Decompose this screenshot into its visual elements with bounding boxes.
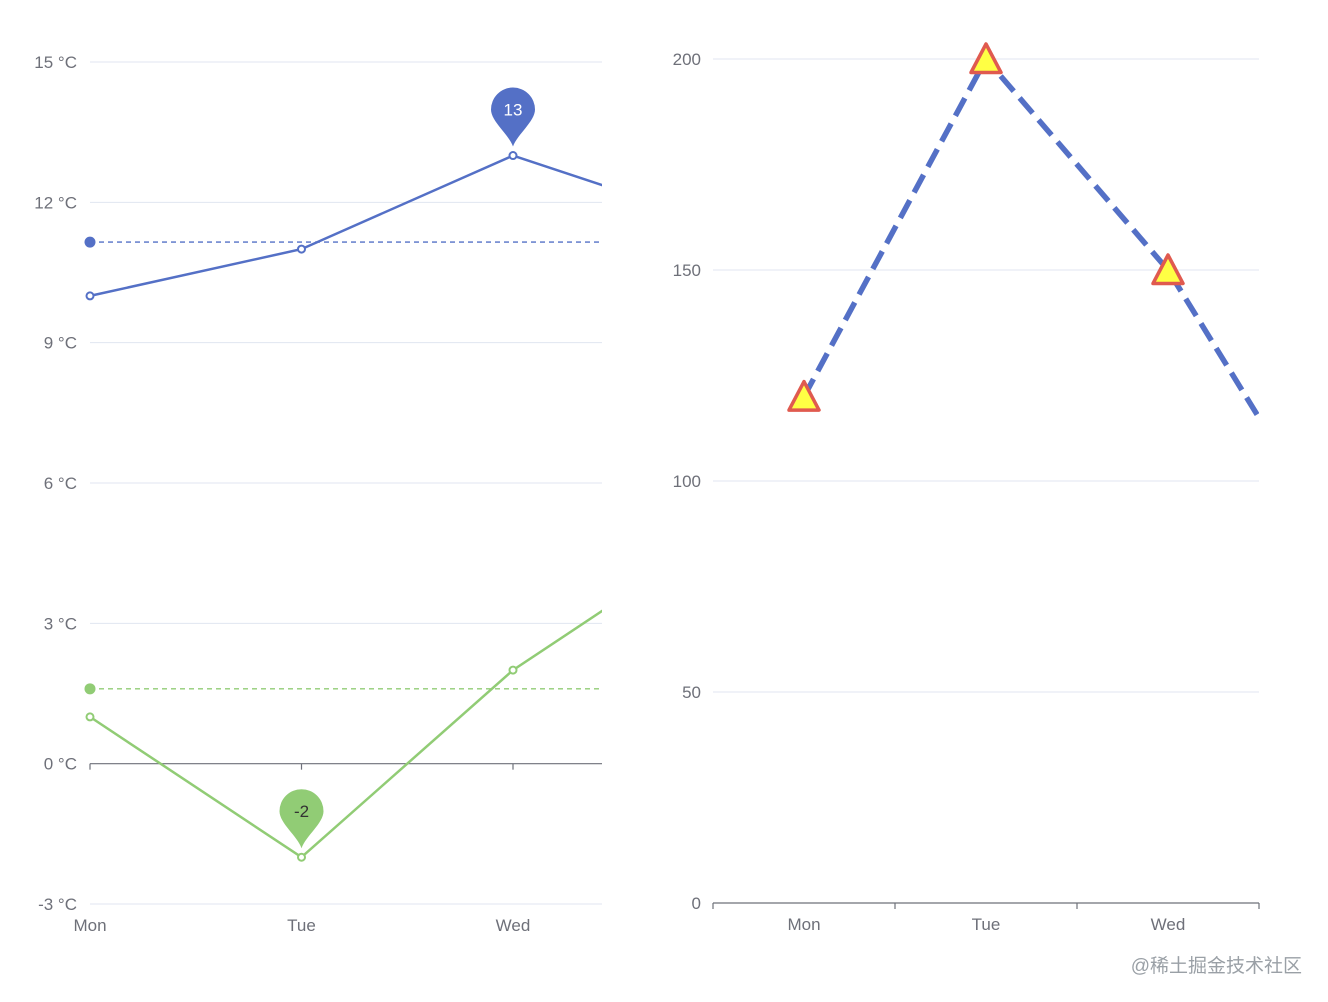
data-point (508, 151, 518, 161)
average-line-start-dot (84, 683, 96, 695)
data-point (85, 291, 95, 301)
series-2 (84, 609, 602, 862)
data-point (85, 712, 95, 722)
right-value-chart: 0 50 100 150 200 Mon Tue Wed (673, 42, 1260, 934)
y-tick-label: 100 (673, 472, 701, 491)
y-tick-label: 0 °C (44, 755, 77, 774)
series-1 (84, 151, 602, 301)
mark-point-label: 13 (504, 101, 523, 120)
y-tick-label: 200 (673, 50, 701, 69)
mark-point-pin (279, 789, 324, 849)
mark-point-label: -2 (294, 802, 309, 821)
x-tick-label: Mon (787, 915, 820, 934)
series-line (801, 54, 1259, 423)
mark-point-pin (491, 87, 535, 147)
triangle-marker (969, 42, 1003, 75)
series-line (89, 609, 602, 859)
x-tick-label: Tue (287, 916, 316, 935)
data-point (297, 244, 306, 254)
triangle-marker (787, 379, 821, 412)
y-tick-label: 50 (682, 683, 701, 702)
data-point (508, 665, 518, 675)
y-tick-label: 0 (692, 894, 701, 913)
data-point (297, 852, 306, 862)
y-tick-label: -3 °C (38, 895, 77, 914)
triangle-marker (1151, 253, 1185, 286)
x-tick-label: Wed (496, 916, 531, 935)
y-tick-label: 15 °C (34, 53, 77, 72)
average-line-start-dot (84, 236, 96, 248)
y-tick-label: 6 °C (44, 474, 77, 493)
series-1 (801, 54, 1259, 423)
x-tick-label: Mon (73, 916, 106, 935)
y-tick-label: 150 (673, 261, 701, 280)
watermark: @稀土掘金技术社区 (1130, 956, 1302, 977)
x-tick-label: Wed (1151, 915, 1186, 934)
y-tick-label: 12 °C (34, 193, 77, 212)
x-tick-label: Tue (972, 915, 1001, 934)
y-tick-label: 3 °C (44, 614, 77, 633)
left-temperature-chart: -3 °C 0 °C 3 °C 6 °C 9 °C 12 °C 15 °C Mon Tue Wed… (34, 53, 602, 935)
series-line (89, 154, 602, 298)
y-tick-label: 9 °C (44, 334, 77, 353)
